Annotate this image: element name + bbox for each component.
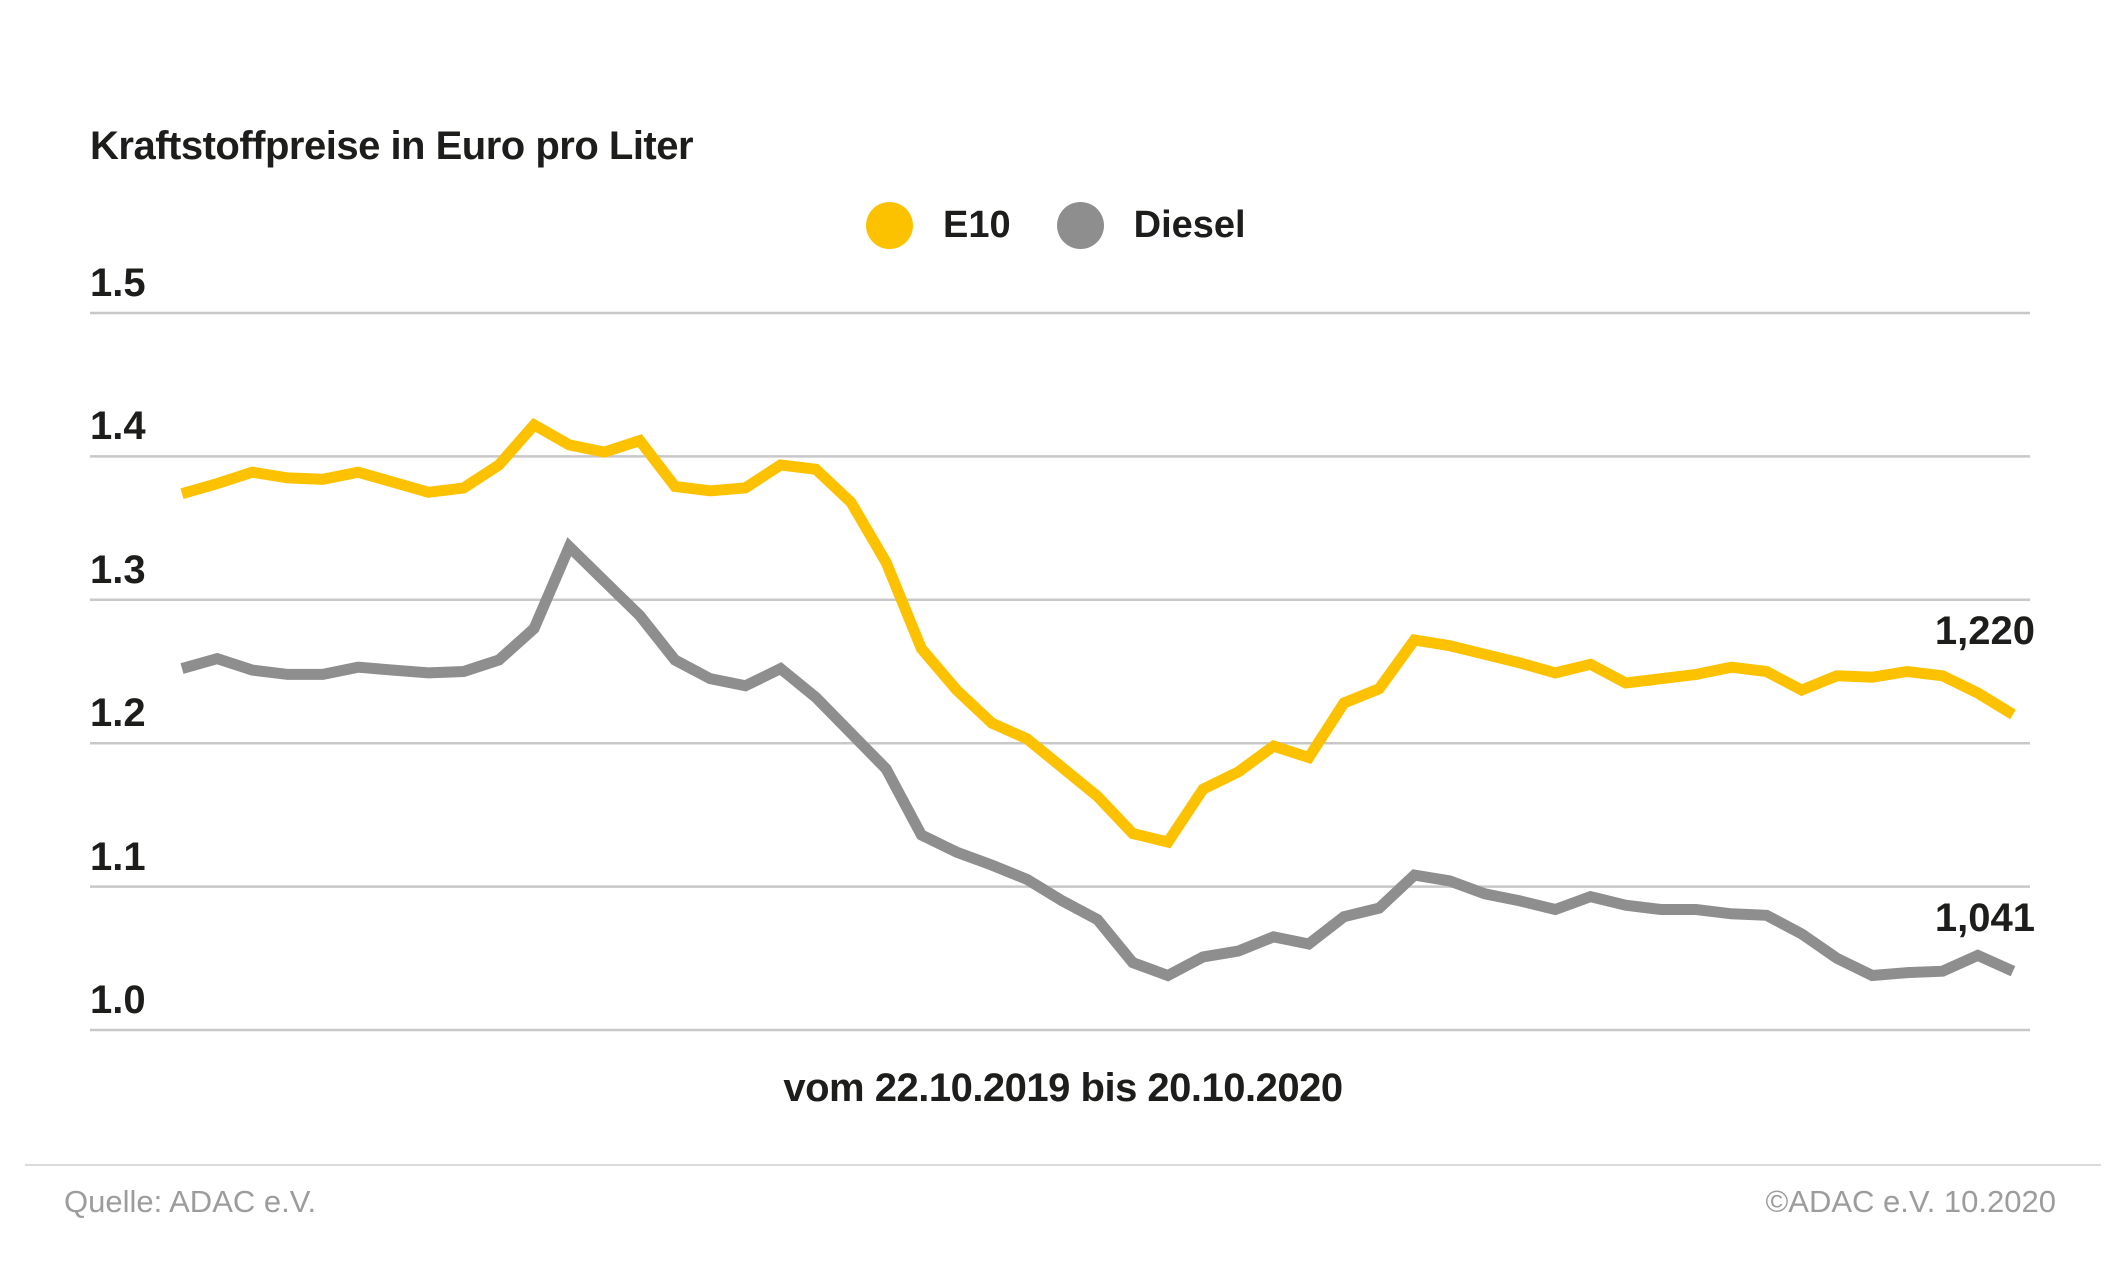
diesel-legend-dot: [1056, 202, 1104, 249]
y-axis-label: 1.0: [90, 978, 146, 1022]
diesel-line: [180, 537, 2016, 982]
diesel-legend-label: Diesel: [1133, 204, 1246, 246]
y-axis-label: 1.3: [90, 547, 146, 592]
y-axis-label: 1.5: [90, 261, 146, 305]
diesel-end-value-label: 1,041: [1934, 896, 2035, 940]
legend: E10 Diesel: [866, 202, 1246, 249]
e10-end-value-label: 1,220: [1934, 609, 2035, 653]
x-axis-range-label: vom 22.10.2019 bis 20.10.2020: [783, 1066, 1343, 1110]
copyright-note: ©ADAC e.V. 10.2020: [1765, 1184, 2056, 1219]
source-note: Quelle: ADAC e.V.: [64, 1184, 317, 1219]
footer-divider: [25, 1164, 2101, 1166]
y-axis-label: 1.2: [90, 691, 146, 736]
chart-title: Kraftstoffpreise in Euro pro Liter: [90, 124, 694, 168]
y-axis-label: 1.4: [90, 404, 146, 449]
e10-line: [180, 417, 2016, 849]
y-axis-label: 1.1: [90, 834, 146, 879]
e10-legend-label: E10: [943, 204, 1011, 246]
gridlines: [90, 311, 2030, 1032]
e10-legend-dot: [866, 202, 913, 249]
